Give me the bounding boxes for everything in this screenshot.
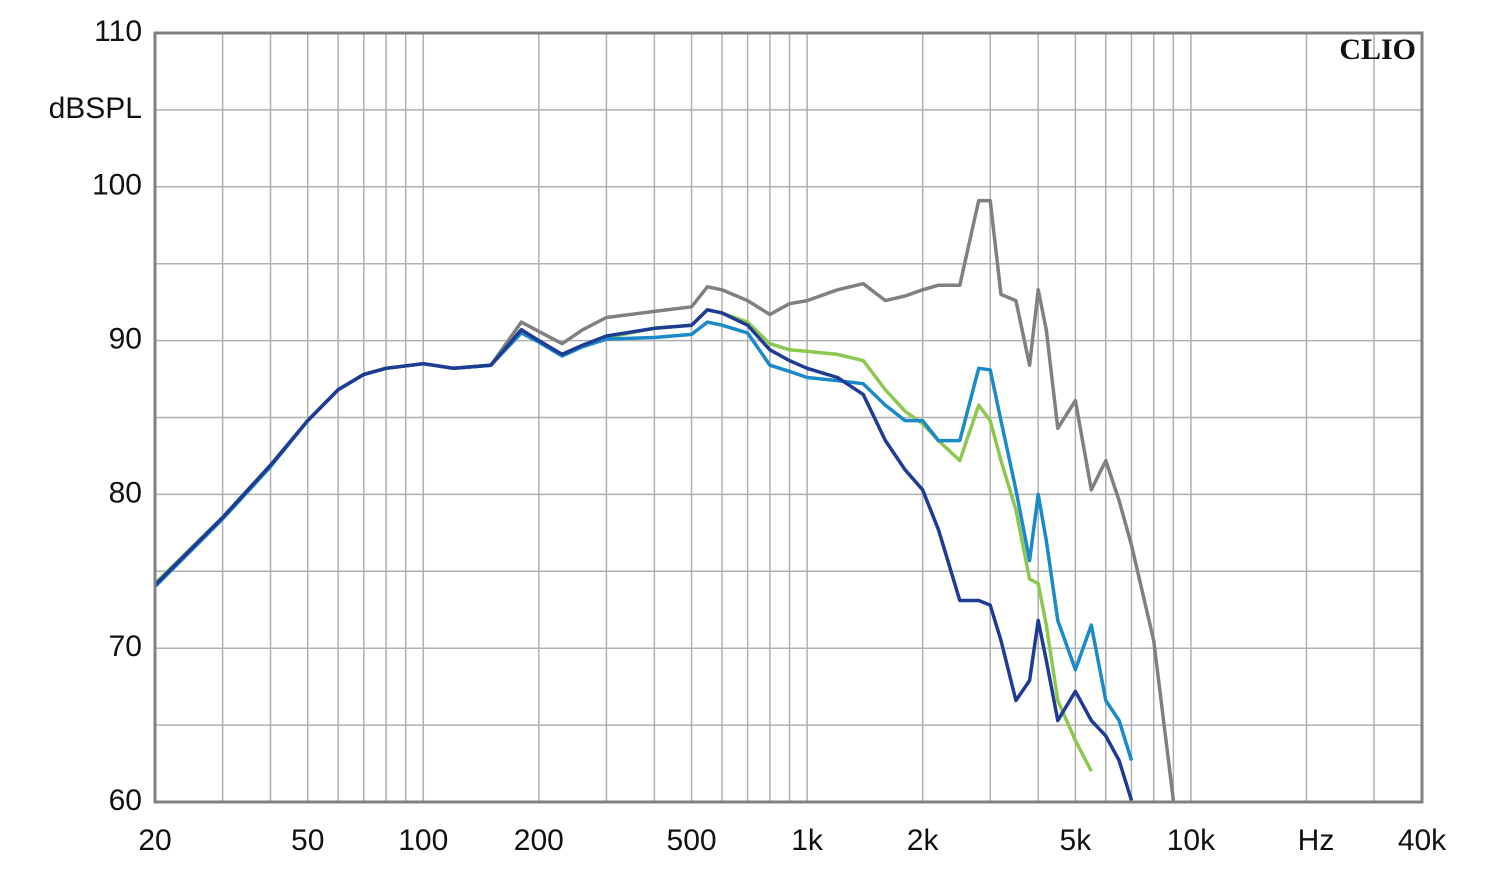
y-axis-label: dBSPL — [49, 92, 142, 125]
x-tick-label: 2k — [907, 824, 940, 857]
plot-frame — [153, 31, 1424, 804]
x-tick-label: 500 — [667, 824, 717, 857]
y-tick-label: 60 — [109, 784, 142, 817]
x-tick-label: 40k — [1398, 824, 1447, 857]
y-tick-label: 110 — [94, 15, 142, 48]
x-tick-label: 10k — [1167, 824, 1216, 857]
lines — [155, 198, 1176, 802]
x-tick-label: 100 — [398, 824, 448, 857]
y-tick-label: 90 — [109, 323, 142, 356]
y-tick-label: 70 — [109, 630, 142, 663]
x-tick-label: 5k — [1060, 824, 1093, 857]
series-line — [155, 308, 1134, 802]
x-tick-label: 1k — [791, 824, 824, 857]
y-tick-label: 100 — [92, 169, 142, 202]
x-axis-label: Hz — [1298, 824, 1335, 857]
x-tick-label: 50 — [291, 824, 324, 857]
annotation: CLIO — [1339, 33, 1416, 66]
y-tick-label: 80 — [109, 476, 142, 509]
x-tick-label: 20 — [138, 824, 171, 857]
x-tick-label: 200 — [514, 824, 564, 857]
grid — [154, 32, 1423, 803]
